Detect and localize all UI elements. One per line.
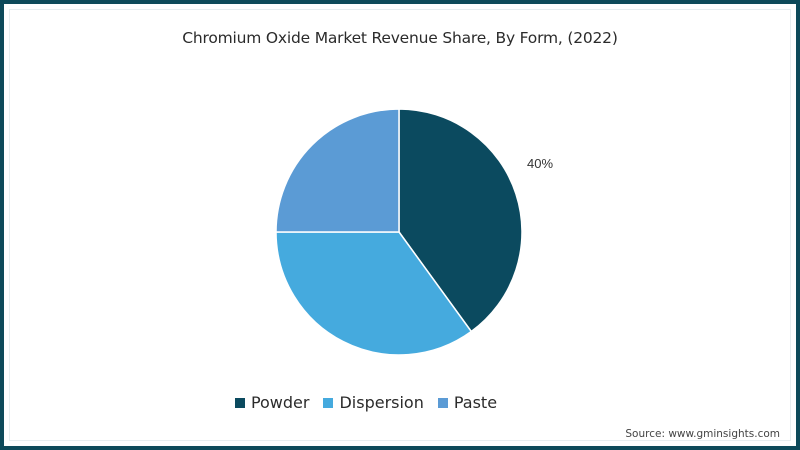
legend-label-powder: Powder — [250, 393, 310, 412]
legend-swatch-dispersion — [323, 397, 334, 408]
legend-item-paste: Paste — [437, 393, 498, 412]
powder-data-label: 40% — [527, 156, 554, 171]
pie-slice-paste — [275, 108, 400, 233]
pie-slice-powder — [398, 108, 523, 333]
legend-item-powder: Powder — [234, 393, 310, 412]
legend-label-dispersion: Dispersion — [339, 393, 424, 412]
pie-slice-dispersion — [275, 231, 473, 356]
chart-title: Chromium Oxide Market Revenue Share, By … — [182, 29, 618, 47]
source-note: Source: www.gminsights.com — [625, 428, 780, 440]
legend-swatch-powder — [234, 397, 245, 408]
legend-item-dispersion: Dispersion — [323, 393, 424, 412]
legend: Powder Dispersion Paste — [0, 393, 766, 412]
legend-swatch-paste — [437, 397, 448, 408]
legend-label-paste: Paste — [453, 393, 498, 412]
